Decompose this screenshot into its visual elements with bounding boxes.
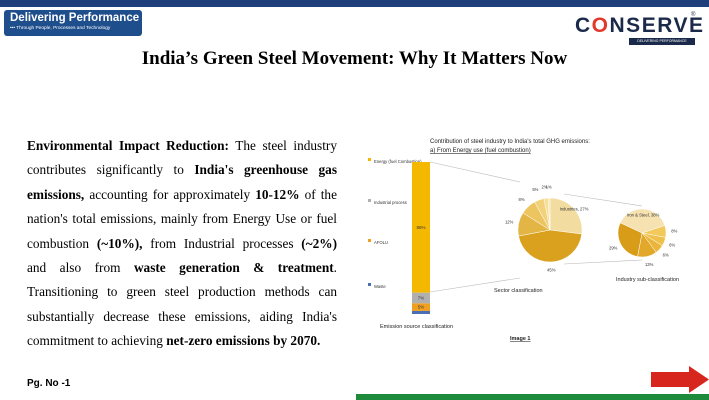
ghg-emissions-chart: Contribution of steel industry to India'… <box>360 132 700 347</box>
brand-title: Delivering Performance <box>10 12 140 24</box>
legend-energy: Energy (fuel Combustion) <box>374 159 422 164</box>
sector-pie-slice <box>547 197 551 231</box>
industry-pie-label: Industry sub-classification <box>616 277 679 283</box>
sector-pie-label: Sector classification <box>494 288 543 294</box>
legend-industrial: Industrial process <box>374 200 407 205</box>
sector-pie-label: 1% <box>546 184 552 189</box>
connector-line <box>429 161 521 183</box>
chart-caption: Image 1 <box>510 336 530 342</box>
industry-pie-slice <box>617 222 643 257</box>
industry-pie-slice <box>619 208 666 234</box>
industry-pie-label: 6% <box>663 253 669 258</box>
page-number: Pg. No -1 <box>27 378 71 389</box>
legend-afolu: AFOLU <box>374 240 388 245</box>
top-bar <box>0 0 709 7</box>
stacked-bar-value: 5% <box>418 305 425 310</box>
industry-pie-label: 6% <box>669 242 675 247</box>
registered-mark: ® <box>691 12 696 18</box>
industry-pie-label: Iron & Steel, 38% <box>627 213 660 218</box>
stacked-bar-value: 86% <box>416 225 425 230</box>
brand-badge: Delivering Performance ••• Through Peopl… <box>4 10 142 36</box>
sector-pie-label: 8% <box>518 197 524 202</box>
stacked-bar-segment <box>412 303 430 311</box>
industry-pie-label: 29% <box>609 245 618 250</box>
connector-line <box>429 277 521 293</box>
legend-swatch <box>368 239 371 242</box>
sector-pie-label: 12% <box>505 220 514 225</box>
industry-pie-label: 8% <box>671 228 677 233</box>
legend-swatch <box>368 158 371 161</box>
stacked-bar-segment <box>412 292 430 304</box>
legend-swatch <box>368 283 371 286</box>
sector-pie-label: Industries, 27% <box>560 206 589 211</box>
chart-title: Contribution of steel industry to India'… <box>430 139 590 145</box>
stacked-bar-segment <box>412 162 430 293</box>
sector-pie-label: 5% <box>532 187 538 192</box>
industry-pie-label: 13% <box>645 262 654 267</box>
sector-pie-slice <box>549 197 583 235</box>
sector-pie-label: 2% <box>542 185 548 190</box>
sector-pie-slice <box>518 229 583 263</box>
conserve-logo: CONSERVE ® DELIVERING PERFORMANCE <box>575 12 703 48</box>
logo-tagline: DELIVERING PERFORMANCE <box>629 38 695 45</box>
legend-waste: Waste <box>374 284 386 289</box>
bottom-bar <box>356 394 709 400</box>
chart-subtitle: a) From Energy use (fuel combustion) <box>430 148 531 154</box>
stacked-bar-value: 7% <box>418 296 425 301</box>
body-paragraph: Environmental Impact Reduction: The stee… <box>27 138 338 349</box>
brand-subtitle: ••• Through People, Processes and Techno… <box>10 26 111 31</box>
logo-wordmark: CONSERVE <box>575 14 705 37</box>
stacked-bar-segment <box>412 310 430 314</box>
next-page-button[interactable] <box>651 366 709 393</box>
connector-line <box>563 259 643 265</box>
page-title: India’s Green Steel Movement: Why It Mat… <box>141 48 568 69</box>
connector-line <box>563 193 643 207</box>
right-arrow-icon <box>651 366 709 393</box>
legend-swatch <box>368 199 371 202</box>
sector-pie-label: 45% <box>547 267 556 272</box>
stacked-bar-label: Emission source classification <box>380 324 453 330</box>
